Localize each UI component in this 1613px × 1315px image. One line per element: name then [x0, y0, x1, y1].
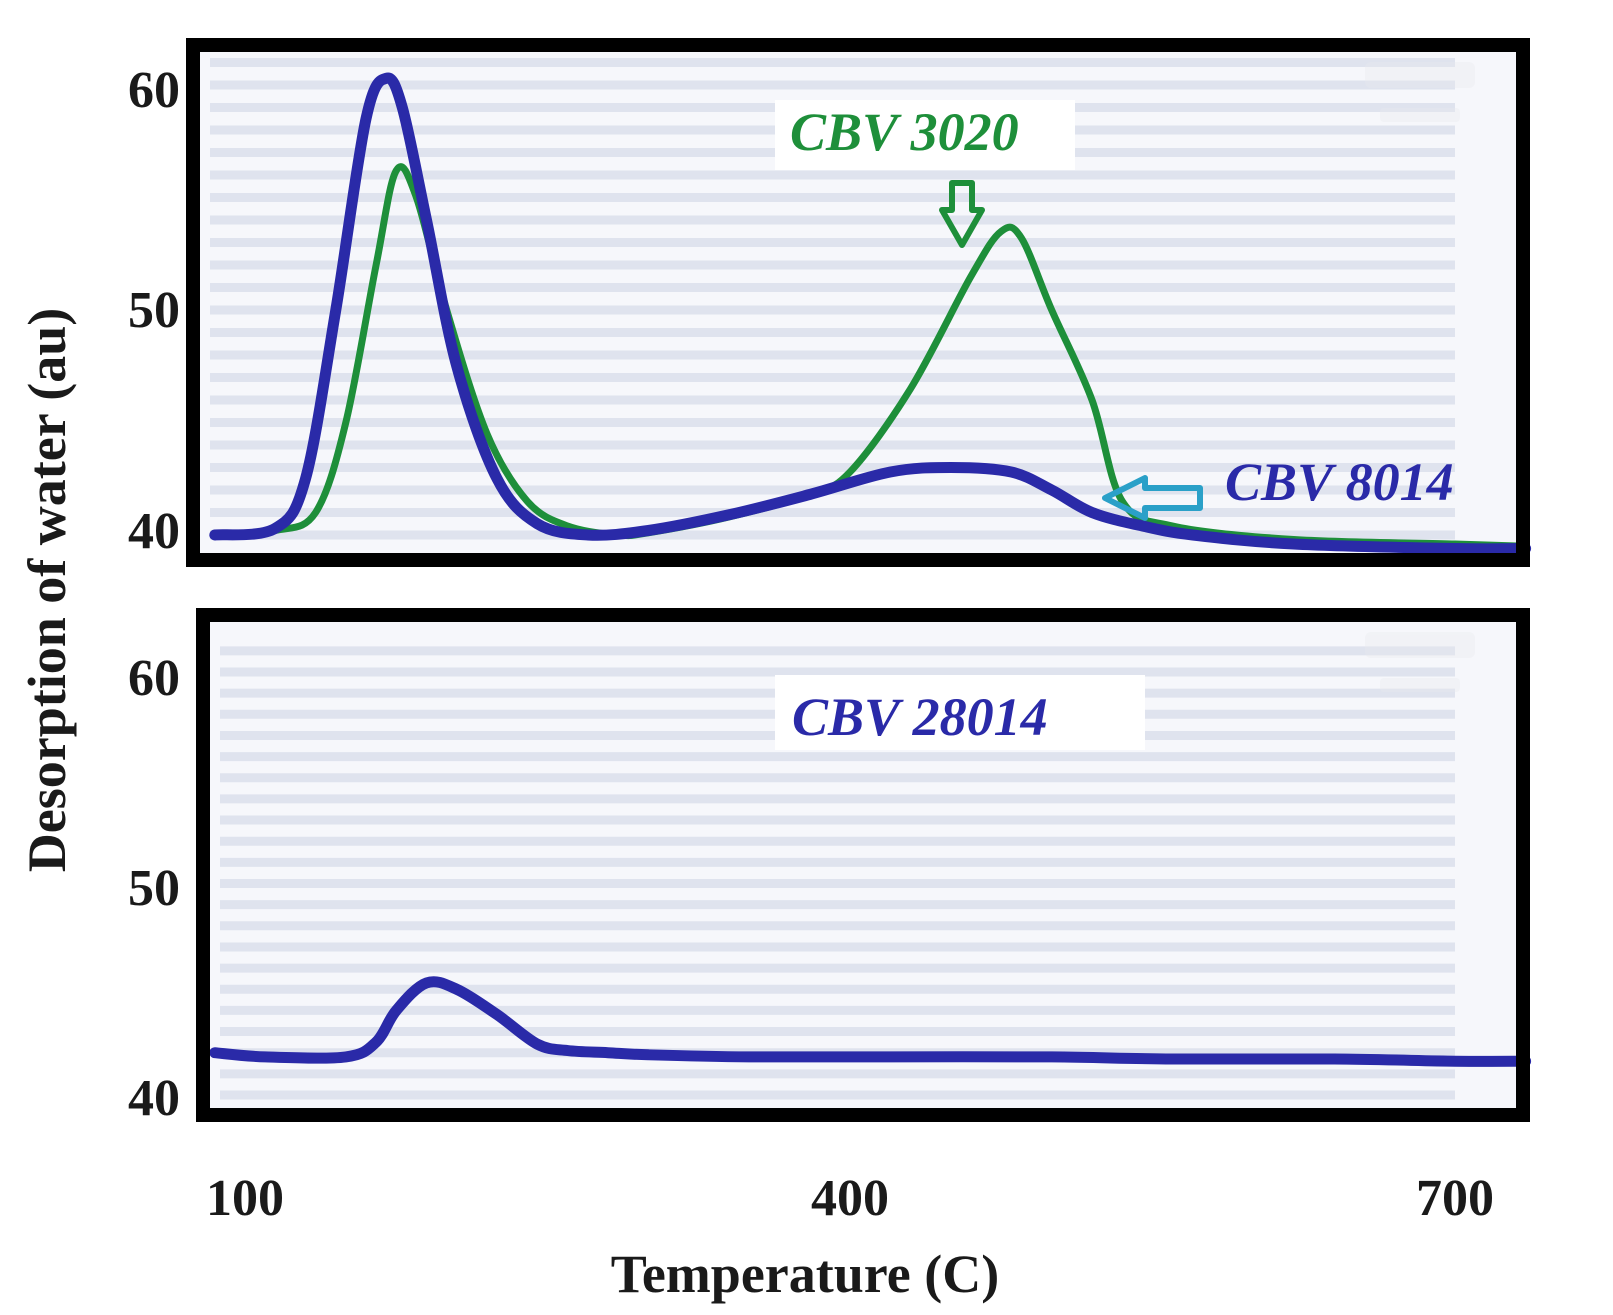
series-line-cbv-28014 — [209, 976, 1532, 1067]
bottom-ytick-40: 40 — [128, 1070, 180, 1127]
xtick-100: 100 — [206, 1170, 284, 1227]
y-axis-title: Desorption of water (au) — [17, 308, 77, 872]
cbv3020-label: CBV 3020 — [790, 102, 1019, 162]
top-panel: CBV 3020 CBV 8014 — [186, 38, 1532, 567]
cbv28014-label: CBV 28014 — [792, 687, 1048, 747]
bottom-frame — [196, 608, 1530, 1122]
top-ytick-50: 50 — [128, 282, 180, 339]
xtick-400: 400 — [811, 1170, 889, 1227]
top-curves — [209, 72, 1532, 555]
top-frame — [186, 38, 1530, 567]
cbv3020-label-box — [775, 100, 1075, 170]
x-axis-title: Temperature (C) — [611, 1244, 999, 1304]
series-line-cbv-8014 — [209, 72, 1532, 555]
bottom-panel: CBV 28014 — [196, 608, 1532, 1122]
top-toolbar-ghost — [1365, 62, 1475, 122]
cbv8014-label: CBV 8014 — [1225, 452, 1454, 512]
xtick-700: 700 — [1416, 1170, 1494, 1227]
cbv3020-arrow-icon — [939, 180, 985, 248]
top-ytick-60: 60 — [128, 62, 180, 119]
bottom-ytick-50: 50 — [128, 860, 180, 917]
top-ytick-40: 40 — [128, 503, 180, 560]
bottom-curves — [209, 976, 1532, 1067]
bottom-ytick-60: 60 — [128, 650, 180, 707]
cbv28014-label-box — [775, 675, 1145, 750]
top-gridlines — [210, 58, 1455, 540]
cbv8014-arrow-icon — [1102, 475, 1203, 521]
bottom-toolbar-ghost — [1365, 632, 1475, 692]
bottom-gridlines — [220, 646, 1455, 1100]
